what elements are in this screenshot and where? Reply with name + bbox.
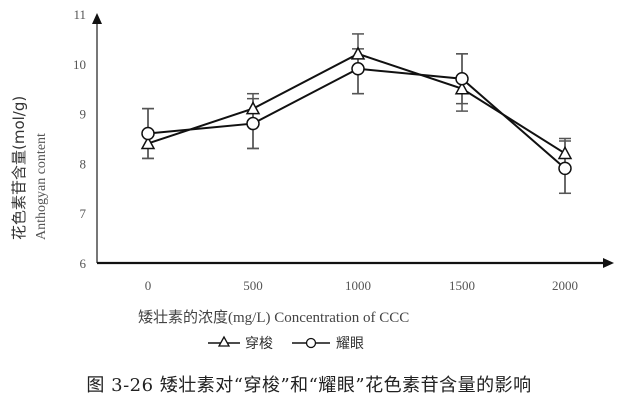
circle-marker-icon xyxy=(141,126,155,141)
x-axis-arrow-icon xyxy=(603,258,614,268)
legend-label-series2: 耀眼 xyxy=(336,336,364,352)
triangle-marker-icon xyxy=(557,145,573,160)
circle-marker-icon xyxy=(305,337,317,349)
circle-marker-icon xyxy=(246,116,260,131)
x-tick-label: 500 xyxy=(243,278,263,293)
circle-marker-icon xyxy=(351,62,365,76)
y-axis-arrow-icon xyxy=(92,13,102,24)
circle-marker-icon xyxy=(558,161,572,176)
x-tick-label: 2000 xyxy=(552,278,578,293)
x-tick-label: 1500 xyxy=(449,278,475,293)
x-tick-label: 1000 xyxy=(345,278,371,293)
y-axis-label-en: Anthogyan content xyxy=(34,133,49,240)
y-tick-label: 9 xyxy=(80,107,87,122)
y-tick-label: 6 xyxy=(80,256,87,271)
y-tick-label: 11 xyxy=(73,7,86,22)
x-axis-ticks: 0 500 1000 1500 2000 xyxy=(145,278,578,293)
circle-marker-icon xyxy=(455,71,469,86)
triangle-marker-icon xyxy=(140,135,156,150)
series-line-2 xyxy=(147,67,566,170)
legend-item-series1: 穿梭 xyxy=(208,335,273,352)
legend-item-series2: 耀眼 xyxy=(292,336,364,352)
y-tick-label: 8 xyxy=(80,156,87,171)
series-markers xyxy=(140,46,573,176)
triangle-marker-icon xyxy=(245,101,261,115)
y-axis-label-cn: 花色素苷含量(mol/g) xyxy=(10,96,28,240)
y-tick-label: 7 xyxy=(80,206,87,221)
legend: 穿梭 耀眼 xyxy=(208,335,364,352)
figure-caption: 图 3-26 矮壮素对“穿梭”和“耀眼”花色素苷含量的影响 xyxy=(86,375,532,396)
triangle-marker-icon xyxy=(350,46,366,60)
y-tick-label: 10 xyxy=(73,57,86,72)
triangle-marker-icon xyxy=(454,81,470,95)
x-axis-label: 矮壮素的浓度(mg/L) Concentration of CCC xyxy=(138,309,409,326)
triangle-marker-icon xyxy=(217,335,231,347)
legend-label-series1: 穿梭 xyxy=(245,335,273,352)
x-tick-label: 0 xyxy=(145,278,152,293)
y-axis-ticks: 6 7 8 9 10 11 xyxy=(73,7,87,271)
